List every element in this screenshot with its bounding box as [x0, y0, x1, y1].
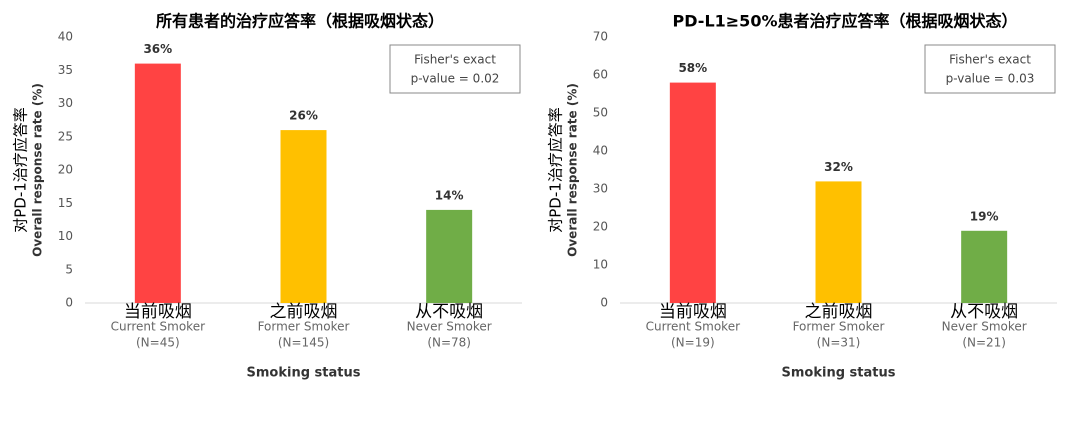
chart-title: 所有患者的治疗应答率（根据吸烟状态） — [156, 12, 444, 31]
y-axis-label: 对PD-1治疗应答率 — [547, 107, 565, 233]
category-label: 从不吸烟 — [950, 302, 1018, 322]
y-tick-label: 50 — [593, 106, 608, 120]
y-tick-label: 20 — [593, 220, 608, 234]
category-count: (N=78) — [427, 336, 471, 350]
y-tick-label: 0 — [600, 296, 608, 310]
y-tick-label: 25 — [58, 129, 73, 143]
category-subtitle: Current Smoker — [111, 320, 205, 334]
x-axis-label: Smoking status — [782, 366, 896, 381]
category-subtitle: Never Smoker — [407, 320, 492, 334]
y-axis-label: 对PD-1治疗应答率 — [12, 107, 30, 233]
category-count: (N=21) — [962, 336, 1006, 350]
y-tick-label: 60 — [593, 68, 608, 82]
category-label: 之前吸烟 — [270, 302, 338, 322]
y-tick-label: 15 — [58, 196, 73, 210]
category-label: 当前吸烟 — [124, 302, 192, 322]
category-subtitle: Current Smoker — [646, 320, 740, 334]
y-tick-label: 40 — [58, 30, 73, 44]
category-label: 之前吸烟 — [805, 302, 873, 322]
y-tick-label: 30 — [58, 96, 73, 110]
y-tick-label: 10 — [58, 229, 73, 243]
category-label: 从不吸烟 — [415, 302, 483, 322]
y-tick-label: 10 — [593, 258, 608, 272]
value-label: 19% — [970, 209, 999, 223]
y-tick-label: 0 — [65, 296, 73, 310]
category-subtitle: Former Smoker — [793, 320, 885, 334]
category-count: (N=145) — [278, 336, 329, 350]
annotation-box — [389, 44, 521, 94]
annotation-box — [924, 44, 1056, 94]
value-label: 26% — [289, 109, 318, 123]
x-axis-label: Smoking status — [247, 366, 361, 381]
annotation: Fisher's exact — [414, 53, 496, 67]
y-tick-label: 35 — [58, 63, 73, 77]
y-axis-label: Overall response rate (%) — [566, 83, 580, 257]
category-subtitle: Never Smoker — [942, 320, 1027, 334]
bar — [815, 181, 862, 303]
category-count: (N=19) — [671, 336, 715, 350]
y-tick-label: 30 — [593, 182, 608, 196]
bar — [669, 82, 716, 303]
bar — [280, 130, 327, 303]
annotation: Fisher's exact — [949, 53, 1031, 67]
bar — [426, 209, 473, 303]
chart-title: PD-L1≥50%患者治疗应答率（根据吸烟状态） — [673, 12, 1018, 31]
value-label: 14% — [435, 188, 464, 202]
y-axis-label: Overall response rate (%) — [31, 83, 45, 257]
annotation: p-value = 0.03 — [946, 72, 1035, 86]
bar — [961, 230, 1008, 303]
value-label: 32% — [824, 160, 853, 174]
y-tick-label: 70 — [593, 30, 608, 44]
category-label: 当前吸烟 — [659, 302, 727, 322]
category-subtitle: Former Smoker — [258, 320, 350, 334]
category-count: (N=45) — [136, 336, 180, 350]
annotation: p-value = 0.02 — [411, 72, 500, 86]
value-label: 36% — [143, 42, 172, 56]
value-label: 58% — [678, 61, 707, 75]
bar — [134, 63, 181, 303]
y-tick-label: 5 — [65, 262, 73, 276]
y-tick-label: 40 — [593, 144, 608, 158]
category-count: (N=31) — [817, 336, 861, 350]
y-tick-label: 20 — [58, 163, 73, 177]
